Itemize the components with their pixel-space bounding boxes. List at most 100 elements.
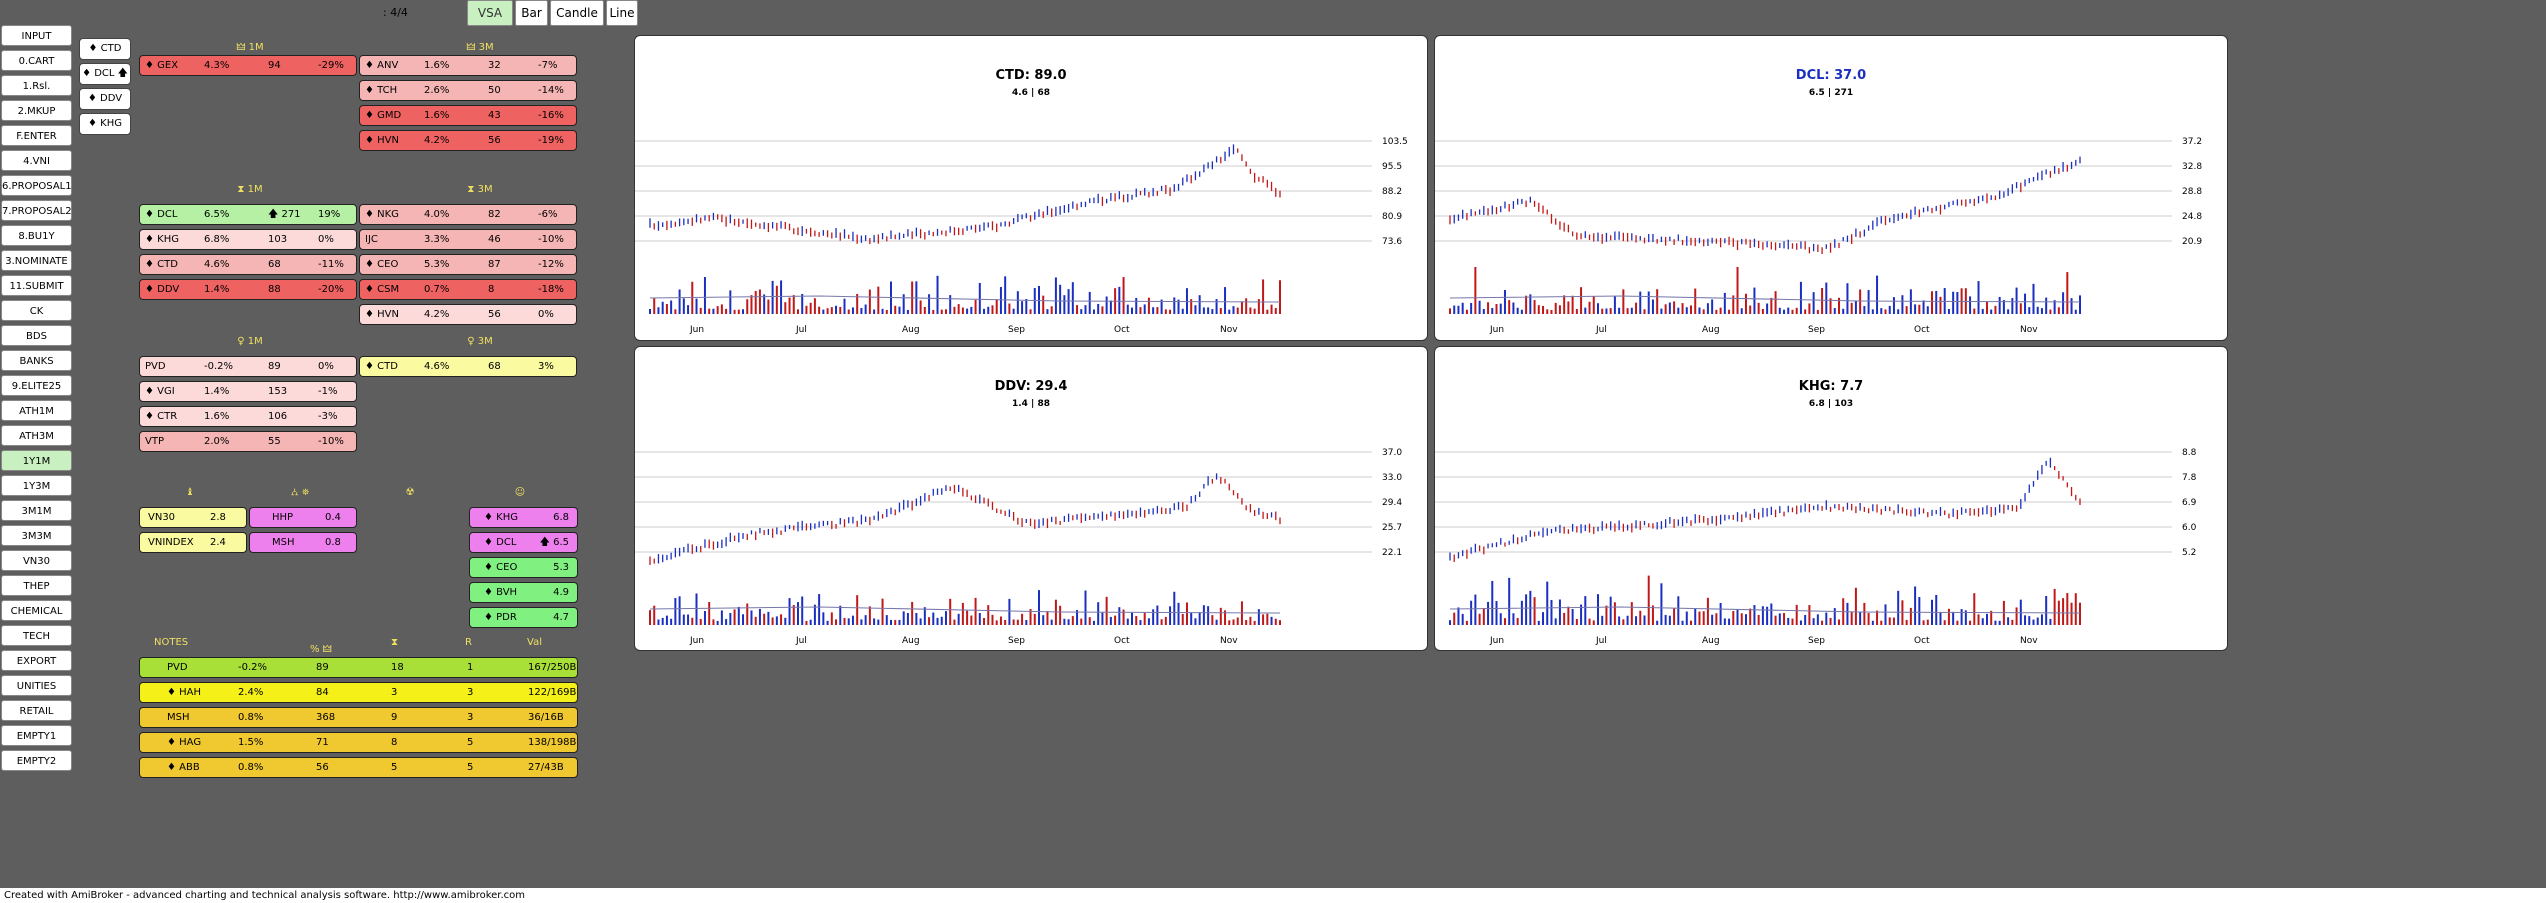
s1-3m-row[interactable]: ♦ HVN 4.2% 56 -19% xyxy=(359,130,577,151)
menu-item[interactable]: BANKS xyxy=(1,350,72,371)
menu-item[interactable]: 3M1M xyxy=(1,500,72,521)
s2-3m-row[interactable]: ♦ CEO 5.3% 87 -12% xyxy=(359,254,577,275)
s1-3m-row[interactable]: ♦ ANV 1.6% 32 -7% xyxy=(359,55,577,76)
notes-symbol: MSH xyxy=(167,712,190,723)
chart-dcl[interactable]: 37.2 32.8 28.8 24.8 20.9 Jun Jul Aug Sep Oct Nov D… xyxy=(1434,35,2228,341)
s2-1m-row[interactable]: ♦ KHG 6.8% 103 0% xyxy=(139,229,357,250)
notes-hourglass: 18 xyxy=(391,662,404,673)
notes-symbol: ♦ HAH xyxy=(167,687,202,698)
s3-1m-row[interactable]: PVD -0.2% 89 0% xyxy=(139,356,357,377)
s2-1m-row[interactable]: ♦ CTD 4.6% 68 -11% xyxy=(139,254,357,275)
notes-row[interactable]: MSH 0.8% 368 9 3 36/16B xyxy=(139,707,578,728)
notes-symbol: PVD xyxy=(167,662,188,673)
menu-item[interactable]: 6.PROPOSAL1 xyxy=(1,175,72,196)
volume-ma-line xyxy=(649,295,1281,303)
menu-item[interactable]: 3M3M xyxy=(1,525,72,546)
right-row[interactable]: ♦ KHG 6.8 xyxy=(469,507,578,528)
s3-1m-row[interactable]: ♦ VGI 1.4% 153 -1% xyxy=(139,381,357,402)
s2-1m-row[interactable]: ♦ DCL 6.5% 🡅 271 19% xyxy=(139,204,357,225)
notes-header-val: Val xyxy=(527,637,542,648)
s1-1m-row[interactable]: ♦ GEX 4.3% 94 -29% xyxy=(139,55,357,76)
index-row[interactable]: VNINDEX 2.4 xyxy=(139,532,247,553)
notes-hourglass: 8 xyxy=(391,737,398,748)
menu-item[interactable]: 1Y1M xyxy=(1,450,72,471)
chart-khg[interactable]: 8.8 7.8 6.9 6.0 5.2 Jun Jul Aug Sep Oct Nov KHG: 7… xyxy=(1434,346,2228,651)
menu-item[interactable]: 7.PROPOSAL2 xyxy=(1,200,72,221)
menu-item[interactable]: 11.SUBMIT xyxy=(1,275,72,296)
month-label: Sep xyxy=(1008,636,1025,646)
menu-item[interactable]: VN30 xyxy=(1,550,72,571)
menu-item[interactable]: ATH3M xyxy=(1,425,72,446)
candle-button[interactable]: Candle xyxy=(550,0,604,26)
s2-3m-row[interactable]: ♦ CSM 0.7% 8 -18% xyxy=(359,279,577,300)
chart-ctd[interactable]: 103.5 95.5 88.2 80.9 73.6 Jun Jul Aug Sep Oct Nov … xyxy=(634,35,1428,341)
s3-1m-row[interactable]: ♦ CTR 1.6% 106 -3% xyxy=(139,406,357,427)
s3-1m-row[interactable]: VTP 2.0% 55 -10% xyxy=(139,431,357,452)
s3-1m-row-change: 0% xyxy=(318,361,334,372)
right-row[interactable]: ♦ DCL 🡅 6.5 xyxy=(469,532,578,553)
notes-hourglass: 5 xyxy=(391,762,398,773)
menu-item[interactable]: RETAIL xyxy=(1,700,72,721)
notes-r: 5 xyxy=(467,762,474,773)
y-tick-label: 29.4 xyxy=(1382,498,1402,508)
s1-3m-row[interactable]: ♦ TCH 2.6% 50 -14% xyxy=(359,80,577,101)
menu-item[interactable]: 1.Rsl. xyxy=(1,75,72,96)
index-value: 2.4 xyxy=(210,537,226,548)
menu-item[interactable]: TECH xyxy=(1,625,72,646)
menu-item[interactable]: EMPTY2 xyxy=(1,750,72,771)
ticker-button-dcl[interactable]: ♦ DCL 🡅 xyxy=(79,63,131,85)
menu-item[interactable]: UNITIES xyxy=(1,675,72,696)
notes-row[interactable]: ♦ HAG 1.5% 71 8 5 138/198B xyxy=(139,732,578,753)
y-tick-label: 6.0 xyxy=(2182,523,2197,533)
s3-1m-row-pct: 2.0% xyxy=(204,436,230,447)
menu-item[interactable]: CHEMICAL xyxy=(1,600,72,621)
menu-item[interactable]: CK xyxy=(1,300,72,321)
section1-header-1m: 🜲 1M xyxy=(236,42,264,53)
right-row[interactable]: ♦ PDR 4.7 xyxy=(469,607,578,628)
menu-item[interactable]: 9.ELITE25 xyxy=(1,375,72,396)
menu-item[interactable]: 1Y3M xyxy=(1,475,72,496)
ticker-button-ddv[interactable]: ♦ DDV xyxy=(79,88,131,110)
s3-3m-row[interactable]: ♦ CTD 4.6% 68 3% xyxy=(359,356,577,377)
chart-ddv[interactable]: 37.0 33.0 29.4 25.7 22.1 Jun Jul Aug Sep Oct Nov D… xyxy=(634,346,1428,651)
menu-item[interactable]: 4.VNI xyxy=(1,150,72,171)
menu-item[interactable]: 2.MKUP xyxy=(1,100,72,121)
right-row[interactable]: ♦ BVH 4.9 xyxy=(469,582,578,603)
s2-3m-row[interactable]: IJC 3.3% 46 -10% xyxy=(359,229,577,250)
notes-val: 27/43B xyxy=(528,762,564,773)
right-value: 4.7 xyxy=(553,612,569,623)
right-name: ♦ KHG xyxy=(484,512,518,523)
vsa-button[interactable]: VSA xyxy=(467,0,513,26)
s1-3m-row-change: -16% xyxy=(538,110,564,121)
notes-r: 3 xyxy=(467,687,474,698)
ticker-button-ctd[interactable]: ♦ CTD xyxy=(79,38,131,60)
menu-item[interactable]: EMPTY1 xyxy=(1,725,72,746)
menu-item[interactable]: 3.NOMINATE xyxy=(1,250,72,271)
s2-3m-row[interactable]: ♦ HVN 4.2% 56 0% xyxy=(359,304,577,325)
menu-item[interactable]: ATH1M xyxy=(1,400,72,421)
menu-item[interactable]: 8.BU1Y xyxy=(1,225,72,246)
right-row[interactable]: ♦ CEO 5.3 xyxy=(469,557,578,578)
menu-item[interactable]: THEP xyxy=(1,575,72,596)
menu-item[interactable]: EXPORT xyxy=(1,650,72,671)
menu-item[interactable]: 0.CART xyxy=(1,50,72,71)
menu-item[interactable]: BDS xyxy=(1,325,72,346)
line-button[interactable]: Line xyxy=(606,0,638,26)
notes-row[interactable]: PVD -0.2% 89 18 1 167/250B xyxy=(139,657,578,678)
notes-row[interactable]: ♦ ABB 0.8% 56 5 5 27/43B xyxy=(139,757,578,778)
mid-row[interactable]: MSH 0.8 xyxy=(249,532,357,553)
menu-item[interactable]: F.ENTER xyxy=(1,125,72,146)
s2-3m-row-change: -6% xyxy=(538,209,558,220)
month-label: Oct xyxy=(1114,325,1130,335)
y-tick-label: 5.2 xyxy=(2182,548,2196,558)
ticker-button-khg[interactable]: ♦ KHG xyxy=(79,113,131,135)
menu-item[interactable]: INPUT xyxy=(1,25,72,46)
mid-row[interactable]: HHP 0.4 xyxy=(249,507,357,528)
s1-3m-row[interactable]: ♦ GMD 1.6% 43 -16% xyxy=(359,105,577,126)
index-row[interactable]: VN30 2.8 xyxy=(139,507,247,528)
s2-3m-row[interactable]: ♦ NKG 4.0% 82 -6% xyxy=(359,204,577,225)
notes-row[interactable]: ♦ HAH 2.4% 84 3 3 122/169B xyxy=(139,682,578,703)
s2-1m-row[interactable]: ♦ DDV 1.4% 88 -20% xyxy=(139,279,357,300)
y-tick-label: 24.8 xyxy=(2182,212,2202,222)
bar-button[interactable]: Bar xyxy=(515,0,548,26)
